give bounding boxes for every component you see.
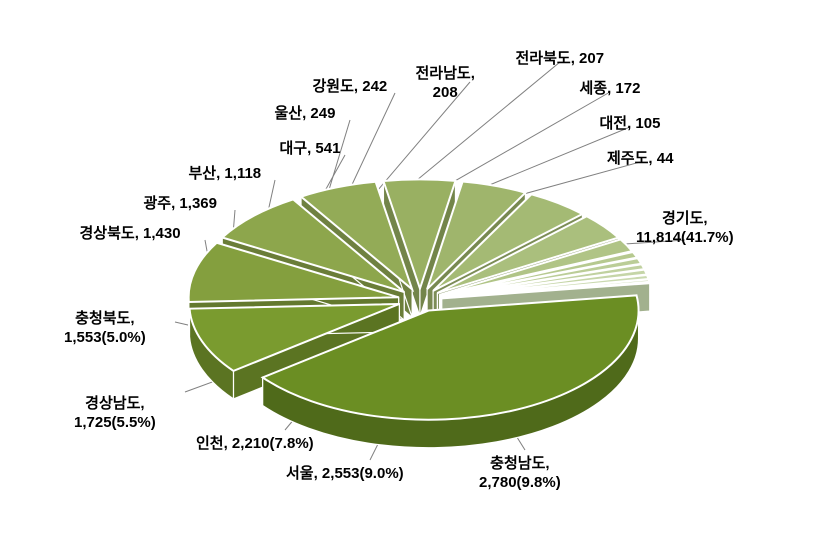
label-line: 208	[416, 84, 475, 103]
label-광주: 광주, 1,369	[144, 195, 217, 214]
label-line: 대구, 541	[280, 140, 341, 159]
label-경상북도: 경상북도, 1,430	[80, 225, 181, 244]
label-서울: 서울, 2,553(9.0%)	[286, 465, 404, 484]
label-충청남도: 충청남도,2,780(9.8%)	[479, 455, 561, 493]
label-울산: 울산, 249	[275, 105, 336, 124]
label-line: 울산, 249	[275, 105, 336, 124]
label-line: 11,814(41.7%)	[636, 229, 734, 248]
label-line: 대전, 105	[600, 115, 661, 134]
label-경기도: 경기도,11,814(41.7%)	[636, 210, 734, 248]
label-line: 경상남도,	[74, 395, 156, 414]
label-line: 전라남도,	[416, 65, 475, 84]
label-line: 충청북도,	[64, 310, 146, 329]
pie-chart-3d: 경기도,11,814(41.7%) 충청남도,2,780(9.8%) 서울, 2,5…	[0, 0, 837, 549]
label-전라북도: 전라북도, 207	[516, 50, 605, 69]
label-line: 충청남도,	[479, 455, 561, 474]
label-line: 경기도,	[636, 210, 734, 229]
label-인천: 인천, 2,210(7.8%)	[196, 435, 314, 454]
label-대구: 대구, 541	[280, 140, 341, 159]
label-강원도: 강원도, 242	[313, 78, 388, 97]
label-line: 2,780(9.8%)	[479, 474, 561, 493]
label-세종: 세종, 172	[580, 80, 641, 99]
label-line: 광주, 1,369	[144, 195, 217, 214]
label-line: 1,553(5.0%)	[64, 329, 146, 348]
label-line: 전라북도, 207	[516, 50, 605, 69]
label-제주도: 제주도, 44	[607, 150, 673, 169]
label-line: 서울, 2,553(9.0%)	[286, 465, 404, 484]
label-line: 세종, 172	[580, 80, 641, 99]
label-line: 1,725(5.5%)	[74, 414, 156, 433]
label-대전: 대전, 105	[600, 115, 661, 134]
label-경상남도: 경상남도,1,725(5.5%)	[74, 395, 156, 433]
label-전라남도: 전라남도,208	[416, 65, 475, 103]
label-line: 인천, 2,210(7.8%)	[196, 435, 314, 454]
label-line: 부산, 1,118	[189, 165, 262, 184]
label-충청북도: 충청북도,1,553(5.0%)	[64, 310, 146, 348]
label-line: 경상북도, 1,430	[80, 225, 181, 244]
label-line: 강원도, 242	[313, 78, 388, 97]
label-부산: 부산, 1,118	[189, 165, 262, 184]
label-line: 제주도, 44	[607, 150, 673, 169]
